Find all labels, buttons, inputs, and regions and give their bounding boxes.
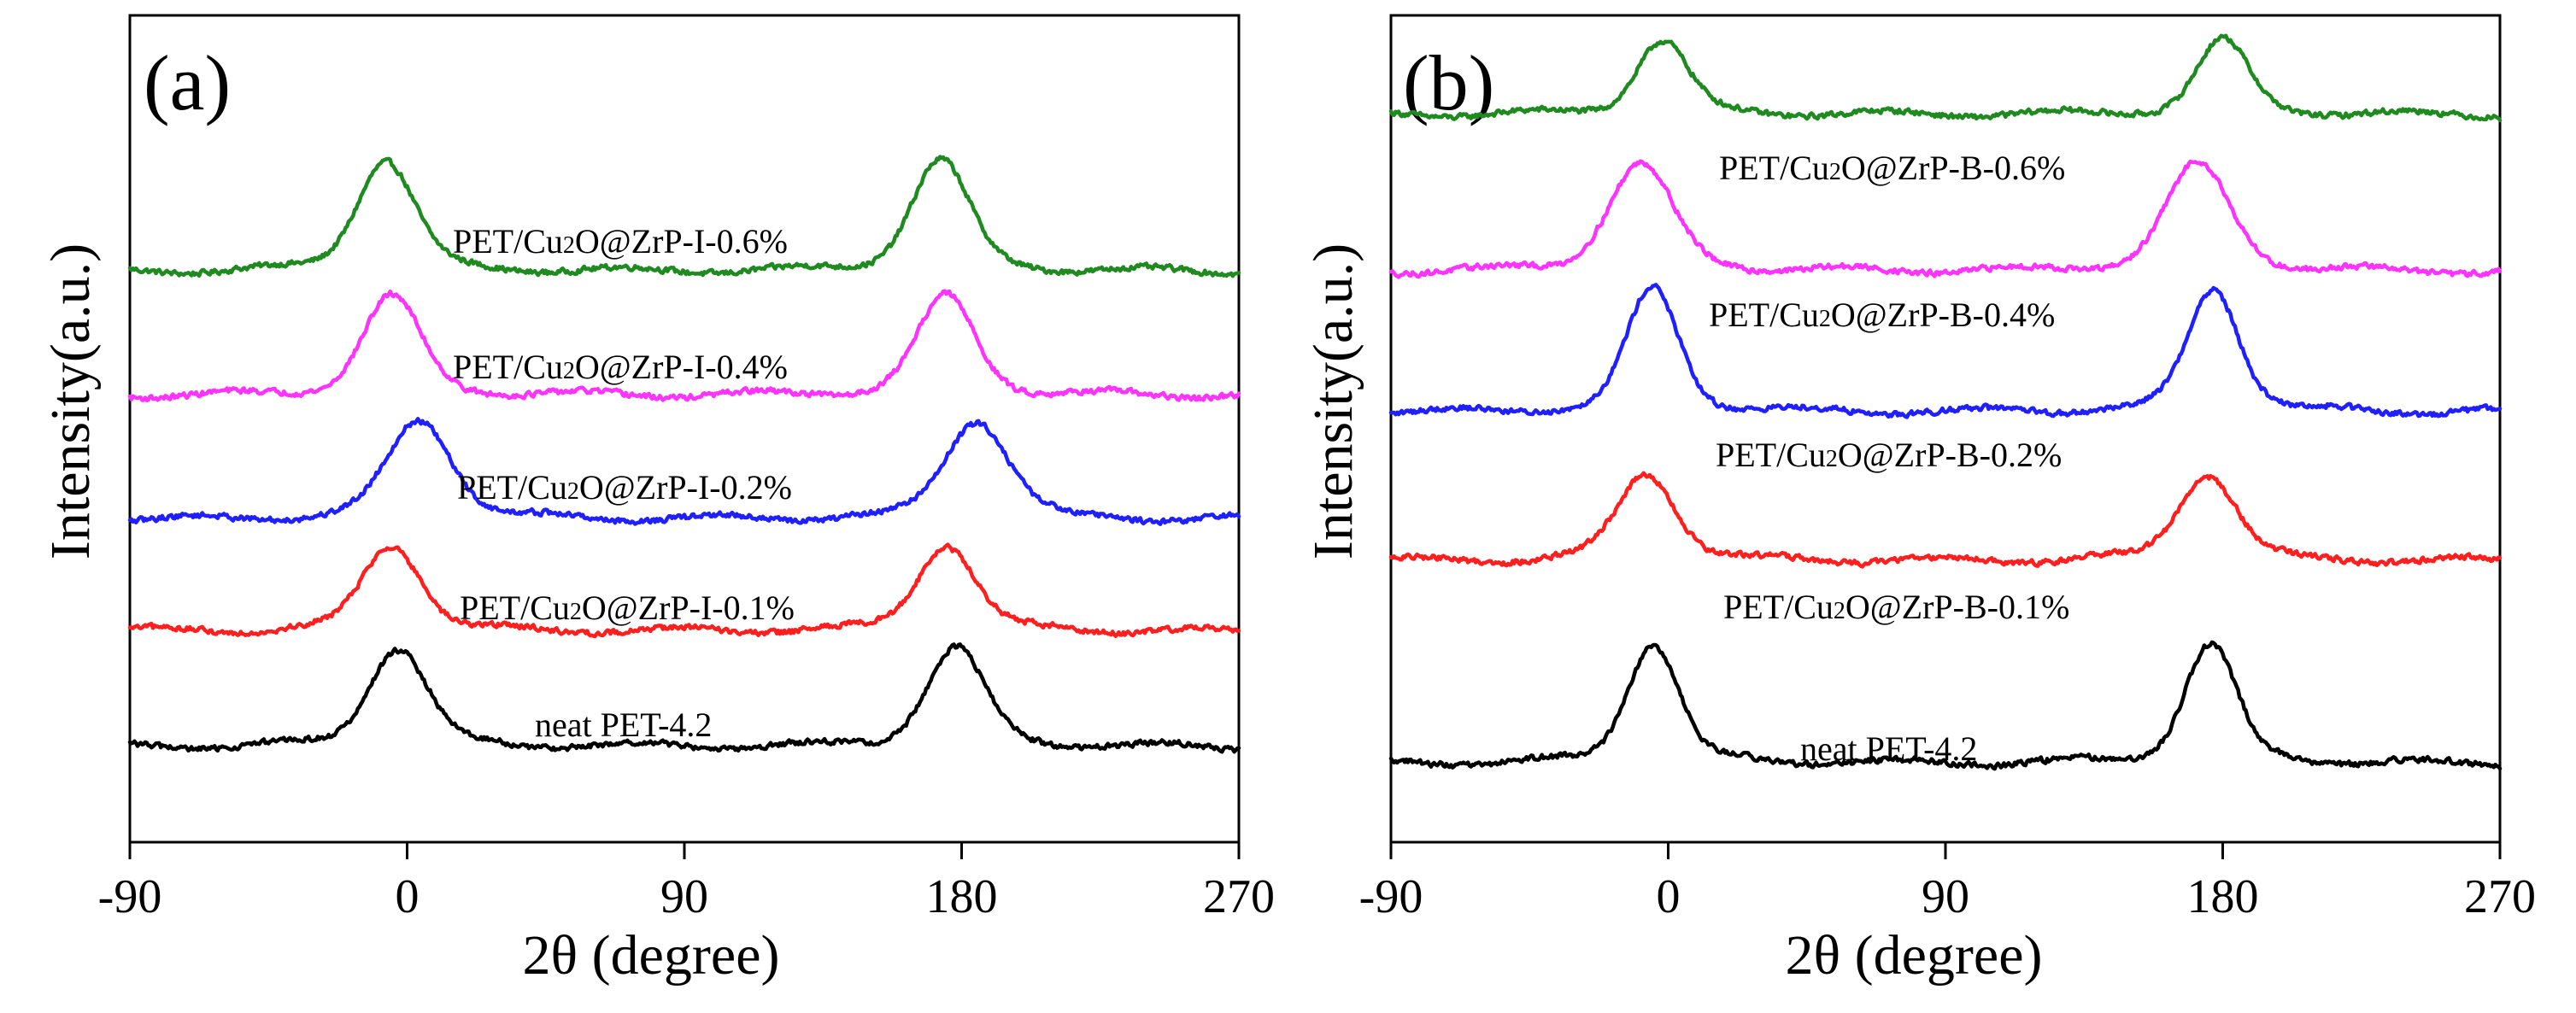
curve-b-0-2pct: [1388, 283, 2503, 419]
curve-b-0-4pct: [1388, 159, 2503, 279]
panel-b: (b) PET/Cu2O@ZrP-B-0.6% PET/Cu2O@ZrP-B-0…: [1302, 14, 2536, 987]
x-tick-label-b-3: 90: [1922, 870, 1969, 923]
x-axis-label-a: 2θ (degree): [523, 924, 780, 987]
curve-a-0-2pct: [127, 417, 1241, 526]
curve-b-0-1pct: [1388, 471, 2503, 569]
curve-a-0-1pct: [127, 542, 1241, 639]
x-tick-label-b-4: 180: [2187, 870, 2259, 923]
x-axis-label-b: 2θ (degree): [1786, 924, 2043, 987]
curve-a-0-6pct: [127, 155, 1241, 278]
x-tick-label-b-1: -90: [1359, 870, 1423, 923]
y-axis-label-a: Intensity(a.u.): [39, 243, 102, 559]
x-tick-label-a-4: 180: [926, 870, 998, 923]
x-tick-label-a-2: 0: [396, 870, 420, 923]
curve-label-a-0-2pct: PET/Cu2O@ZrP-I-0.2%: [457, 468, 792, 506]
x-tick-label-a-5: 270: [1203, 870, 1275, 923]
curve-label-a-0-4pct: PET/Cu2O@ZrP-I-0.4%: [453, 348, 788, 386]
panel-a-label: (a): [144, 39, 231, 126]
curve-a-neat: [127, 642, 1241, 754]
y-axis-label-b: Intensity(a.u.): [1302, 243, 1364, 559]
curve-label-b-0-2pct: PET/Cu2O@ZrP-B-0.2%: [1716, 436, 2062, 474]
curve-b-neat: [1388, 640, 2503, 771]
curve-label-a-neat: neat PET-4.2: [535, 706, 712, 744]
x-tick-label-a-1: -90: [98, 870, 162, 923]
curve-b-0-6pct: [1388, 33, 2503, 122]
curve-label-b-0-4pct: PET/Cu2O@ZrP-B-0.4%: [1709, 296, 2055, 334]
curve-a-0-4pct: [127, 289, 1241, 402]
curve-label-b-0-6pct: PET/Cu2O@ZrP-B-0.6%: [1719, 149, 2065, 187]
x-tick-label-b-2: 0: [1657, 870, 1681, 923]
x-tick-label-a-3: 90: [660, 870, 708, 923]
curve-label-a-0-6pct: PET/Cu2O@ZrP-I-0.6%: [453, 222, 788, 261]
panel-b-frame: [1389, 14, 2502, 844]
panel-a: (a) PET/Cu2O@ZrP-I-0.6% PET/Cu2O@ZrP-I-0…: [39, 14, 1275, 987]
curve-label-b-neat: neat PET-4.2: [1800, 729, 1977, 768]
curve-label-b-0-1pct: PET/Cu2O@ZrP-B-0.1%: [1723, 588, 2069, 626]
x-tick-label-b-5: 270: [2464, 870, 2536, 923]
curve-label-a-0-1pct: PET/Cu2O@ZrP-I-0.1%: [460, 588, 795, 627]
